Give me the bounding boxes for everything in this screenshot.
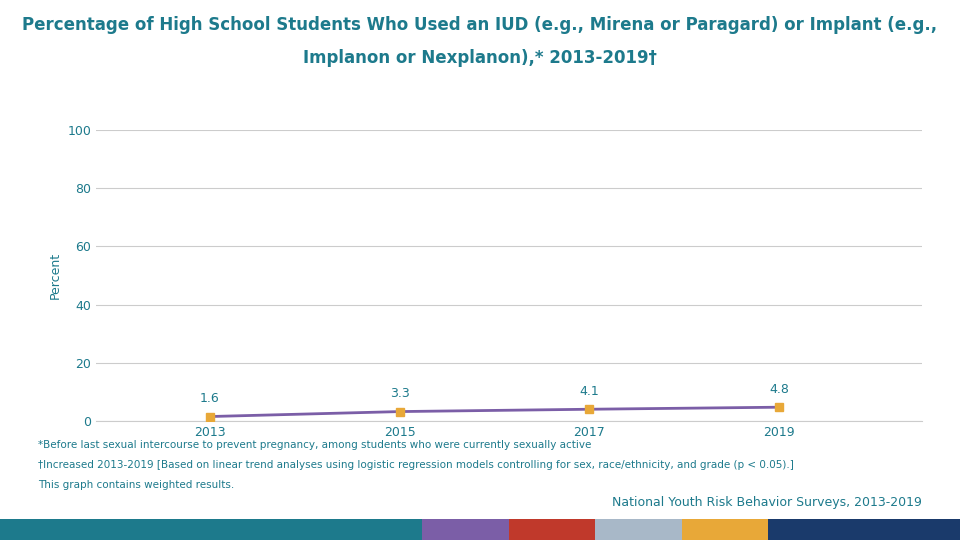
Text: 3.3: 3.3 <box>390 388 410 401</box>
Text: This graph contains weighted results.: This graph contains weighted results. <box>38 480 234 490</box>
Bar <box>768 519 960 540</box>
Text: 4.8: 4.8 <box>769 383 789 396</box>
Text: †Increased 2013-2019 [Based on linear trend analyses using logistic regression m: †Increased 2013-2019 [Based on linear tr… <box>38 460 794 470</box>
Y-axis label: Percent: Percent <box>49 252 61 299</box>
Text: 1.6: 1.6 <box>200 393 220 406</box>
Text: Percentage of High School Students Who Used an IUD (e.g., Mirena or Paragard) or: Percentage of High School Students Who U… <box>22 16 938 34</box>
Text: 4.1: 4.1 <box>580 385 599 398</box>
Bar <box>595 519 682 540</box>
Bar <box>682 519 768 540</box>
Bar <box>422 519 509 540</box>
Text: National Youth Risk Behavior Surveys, 2013-2019: National Youth Risk Behavior Surveys, 20… <box>612 496 922 509</box>
Bar <box>509 519 595 540</box>
Text: *Before last sexual intercourse to prevent pregnancy, among students who were cu: *Before last sexual intercourse to preve… <box>38 440 591 450</box>
Text: Implanon or Nexplanon),* 2013-2019†: Implanon or Nexplanon),* 2013-2019† <box>303 49 657 66</box>
Bar <box>0 519 422 540</box>
